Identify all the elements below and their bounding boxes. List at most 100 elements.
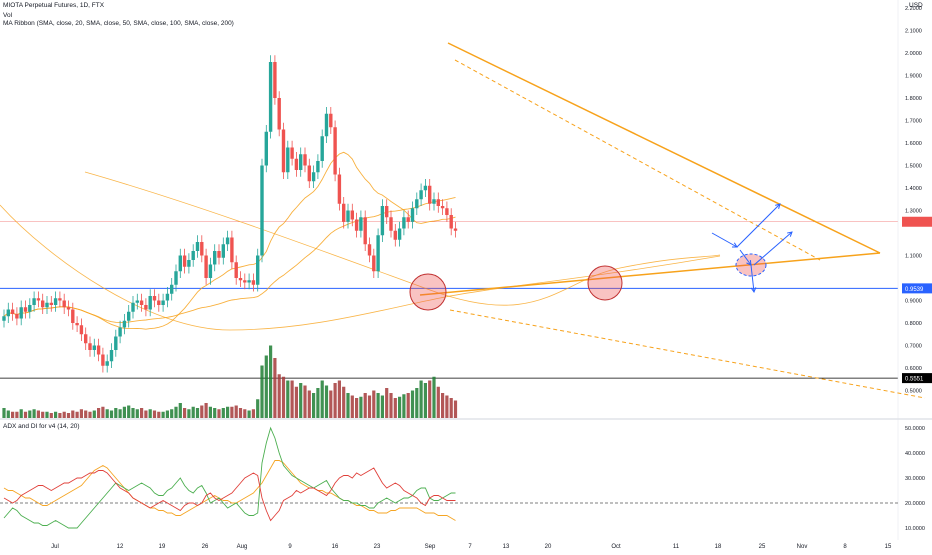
volume-bar xyxy=(389,393,393,418)
price-tick-label: 0.8000 xyxy=(905,321,922,327)
candle-body xyxy=(281,129,286,173)
x-tick-label: 9 xyxy=(288,544,292,550)
candle-body xyxy=(372,255,376,272)
volume-bar xyxy=(436,386,440,418)
chart-title: MIOTA Perpetual Futures, 1D, FTX xyxy=(3,2,105,9)
volume-bar xyxy=(281,376,286,418)
volume-bar xyxy=(230,406,234,418)
candles xyxy=(2,55,458,373)
sma-100-line xyxy=(84,171,721,306)
candle-body xyxy=(299,154,303,170)
volume-bar xyxy=(269,345,273,418)
volume-bar xyxy=(105,409,109,418)
volume-bar xyxy=(79,409,83,418)
candle-body xyxy=(380,206,385,236)
candle-body xyxy=(445,208,449,215)
candle-body xyxy=(208,264,213,278)
volume-bar xyxy=(213,408,217,418)
candle-body xyxy=(131,302,135,312)
volume-bar xyxy=(62,411,66,418)
volume-bar xyxy=(75,411,79,418)
x-tick-label: 16 xyxy=(332,544,339,550)
volume-bar xyxy=(423,383,427,418)
candle-body xyxy=(290,147,294,159)
candle-body xyxy=(354,219,359,231)
volume-bar xyxy=(234,405,238,418)
candle-body xyxy=(436,199,440,206)
price-tick-label: 0.6000 xyxy=(905,366,922,372)
candle-body xyxy=(109,350,114,362)
candle-body xyxy=(406,217,410,222)
forecast-arrow-head xyxy=(787,231,793,237)
candle-body xyxy=(294,158,299,170)
volume-bar xyxy=(256,399,260,418)
candle-body xyxy=(251,280,256,285)
candle-body xyxy=(307,165,311,182)
volume-bar xyxy=(92,410,96,418)
volume-bar xyxy=(445,395,449,418)
candle-body xyxy=(174,271,178,285)
candle-body xyxy=(49,302,53,305)
volume-bar xyxy=(122,406,126,418)
price-tick-label: 2.0000 xyxy=(905,51,922,57)
volume-bar xyxy=(49,413,53,418)
volume-bar xyxy=(453,400,458,418)
forecast-arrow-head xyxy=(775,203,781,209)
candle-body xyxy=(389,217,393,231)
volume-bar xyxy=(66,413,71,418)
candle-body xyxy=(234,262,238,278)
candle-body xyxy=(101,354,105,366)
candle-body xyxy=(152,296,157,301)
volume-bar xyxy=(101,406,105,418)
candle-body xyxy=(23,307,28,312)
candle-body xyxy=(376,235,380,272)
volume-bar xyxy=(372,390,376,418)
price-tick-label: 1.1000 xyxy=(905,254,922,260)
volume-bar xyxy=(36,410,40,418)
candle-body xyxy=(53,298,58,305)
candle-body xyxy=(419,190,423,200)
moving-averages xyxy=(0,151,721,331)
volume-bar xyxy=(350,395,354,418)
x-tick-label: 19 xyxy=(159,544,166,550)
volume-bar xyxy=(251,409,255,418)
candle-body xyxy=(10,309,15,314)
volume-bar xyxy=(337,380,341,418)
candle-body xyxy=(367,244,372,256)
candle-body xyxy=(453,228,458,231)
price-tick-label: 2.2000 xyxy=(905,6,922,12)
price-tag-label: 0.5551 xyxy=(905,377,924,383)
volume-bar xyxy=(144,410,148,418)
candle-body xyxy=(195,242,200,251)
volume-bar xyxy=(367,395,372,418)
candle-body xyxy=(75,323,79,326)
volume-bar xyxy=(131,408,135,418)
candle-body xyxy=(19,307,23,319)
candle-body xyxy=(88,343,92,350)
volume-bar xyxy=(41,411,45,418)
volume-bar xyxy=(398,396,402,418)
x-tick-label: 20 xyxy=(545,544,552,550)
x-tick-label: Oct xyxy=(611,544,621,550)
volume-bar xyxy=(174,406,178,418)
price-tick-label: 1.6000 xyxy=(905,141,922,147)
candle-body xyxy=(324,113,329,137)
volume-bar xyxy=(170,409,174,418)
price-tick-label: 1.3000 xyxy=(905,209,922,215)
candle-body xyxy=(432,199,436,204)
candle-body xyxy=(247,280,251,283)
volume-bar xyxy=(277,374,281,418)
volume-bar xyxy=(161,411,165,418)
adx-line xyxy=(3,460,456,521)
highlight-circle xyxy=(409,273,447,311)
volume-bar xyxy=(324,385,329,418)
adx-tick-label: 50.0000 xyxy=(905,426,925,432)
sma-20-line xyxy=(3,151,456,330)
candle-body xyxy=(191,251,195,260)
candle-body xyxy=(393,230,397,240)
candle-body xyxy=(329,113,333,128)
x-tick-label: 8 xyxy=(843,544,847,550)
volume-bar xyxy=(342,386,346,418)
volume-bar xyxy=(316,388,320,418)
